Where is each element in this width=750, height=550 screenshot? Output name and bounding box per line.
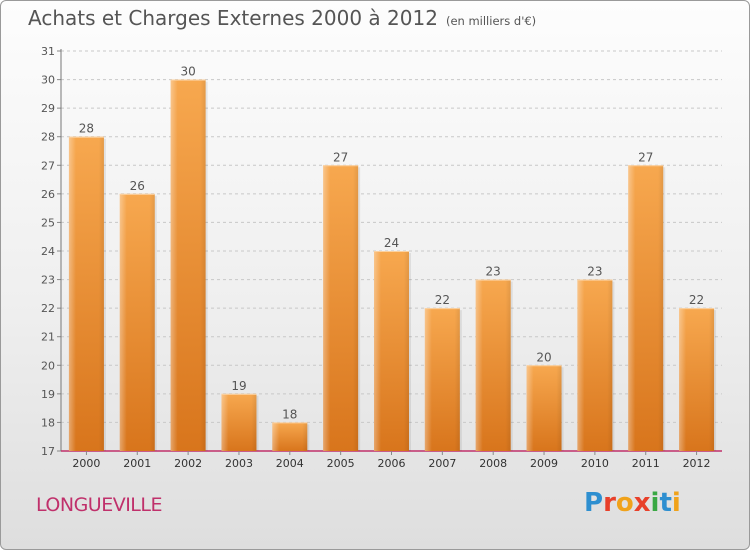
proxiti-logo[interactable]: Proxiti xyxy=(584,488,681,518)
x-tick-label: 2010 xyxy=(581,457,609,470)
logo-letter: o xyxy=(615,488,634,518)
y-tick-label: 17 xyxy=(41,445,55,458)
x-tick-label: 2001 xyxy=(123,457,151,470)
bar-highlight xyxy=(221,393,257,451)
y-tick-label: 19 xyxy=(41,388,55,401)
logo-letter: x xyxy=(633,488,651,518)
x-tick-label: 2011 xyxy=(632,457,660,470)
y-tick-label: 31 xyxy=(41,45,55,58)
town-name: LONGUEVILLE xyxy=(36,494,163,516)
bar-highlight xyxy=(628,165,664,452)
logo-letter: i xyxy=(671,488,681,518)
x-tick-label: 2000 xyxy=(72,457,100,470)
logo-letter: P xyxy=(584,488,604,518)
bar-highlight xyxy=(679,308,715,451)
y-tick-label: 30 xyxy=(41,74,55,87)
bar-highlight xyxy=(272,422,308,451)
y-tick-label: 20 xyxy=(41,359,55,372)
data-label: 26 xyxy=(130,179,145,193)
y-tick-label: 28 xyxy=(41,131,55,144)
bar-highlight xyxy=(170,79,206,452)
data-label: 20 xyxy=(536,350,551,364)
bar-highlight xyxy=(68,136,104,451)
bar-highlight xyxy=(577,279,613,451)
x-tick-label: 2004 xyxy=(276,457,304,470)
x-tick-label: 2006 xyxy=(378,457,406,470)
bar-highlight xyxy=(475,279,511,451)
bar-highlight xyxy=(526,365,562,451)
bar-highlight xyxy=(119,193,155,451)
chart-subtitle: (en milliers d'€) xyxy=(445,14,537,28)
data-label: 30 xyxy=(180,65,195,79)
x-tick-label: 2008 xyxy=(479,457,507,470)
chart-title: Achats et Charges Externes 2000 à 2012 (e… xyxy=(28,6,536,30)
y-tick-label: 18 xyxy=(41,416,55,429)
bar-highlight xyxy=(374,251,409,451)
y-tick-label: 26 xyxy=(41,188,55,201)
data-label: 22 xyxy=(435,293,450,307)
y-tick-label: 22 xyxy=(41,302,55,315)
logo-letter: t xyxy=(659,488,672,518)
data-label: 23 xyxy=(587,265,602,279)
data-label: 27 xyxy=(333,150,348,164)
data-label: 23 xyxy=(486,265,501,279)
data-label: 22 xyxy=(689,293,704,307)
data-label: 24 xyxy=(384,236,399,250)
x-tick-label: 2009 xyxy=(530,457,558,470)
y-tick-label: 21 xyxy=(41,331,55,344)
x-tick-label: 2007 xyxy=(428,457,456,470)
x-tick-label: 2012 xyxy=(683,457,711,470)
y-tick-label: 27 xyxy=(41,159,55,172)
data-label: 19 xyxy=(231,379,246,393)
data-label: 28 xyxy=(79,122,94,136)
logo-letter: r xyxy=(603,488,616,518)
y-tick-label: 29 xyxy=(41,102,55,115)
y-tick-label: 23 xyxy=(41,274,55,287)
y-tick-label: 25 xyxy=(41,216,55,229)
title-text: Achats et Charges Externes 2000 à 2012 xyxy=(28,6,438,30)
y-tick-label: 24 xyxy=(41,245,55,258)
bar-highlight xyxy=(323,165,359,452)
x-tick-label: 2002 xyxy=(174,457,202,470)
x-tick-label: 2003 xyxy=(225,457,253,470)
data-label: 27 xyxy=(638,150,653,164)
bar-highlight xyxy=(424,308,460,451)
x-tick-label: 2005 xyxy=(327,457,355,470)
logo-letter: i xyxy=(650,488,660,518)
data-label: 18 xyxy=(282,407,297,421)
